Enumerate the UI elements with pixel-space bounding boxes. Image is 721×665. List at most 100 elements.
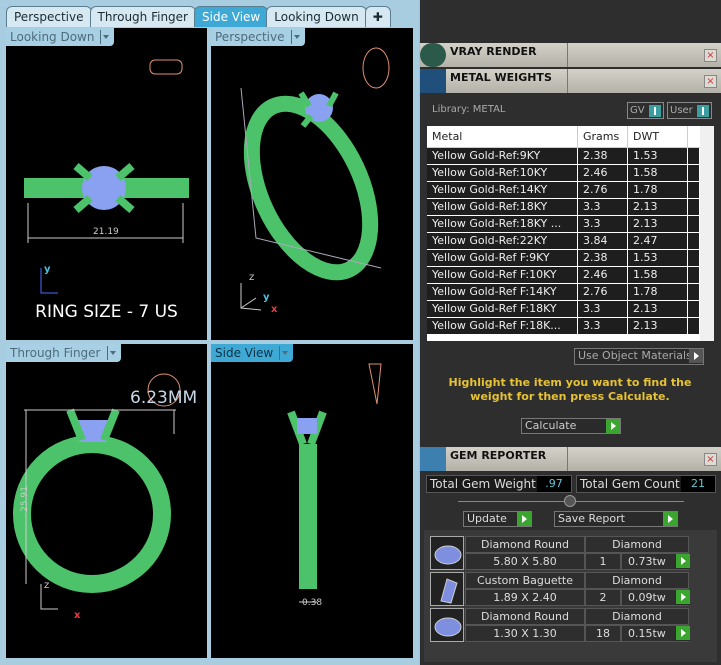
table-row[interactable]: Yellow Gold-Ref F:18K... 3.3 2.13 [427, 318, 714, 335]
viewport-perspective[interactable]: y z x Perspective [211, 28, 413, 340]
table-cell [688, 284, 700, 300]
viewport-label-dropdown[interactable]: Side View [211, 344, 294, 362]
panel-title: VRAY RENDER [446, 43, 568, 67]
gem-item[interactable]: Custom Baguette Diamond 1.89 X 2.40 2 0.… [430, 572, 690, 606]
button-label: Update [467, 512, 507, 525]
axis-y-label: y [44, 264, 51, 275]
table-cell: Yellow Gold-Ref:14KY [427, 182, 578, 198]
table-cell [688, 318, 700, 334]
calculate-button[interactable]: Calculate [521, 418, 621, 434]
total-gem-weight: Total Gem Weight .97 [426, 475, 572, 493]
table-row[interactable]: Yellow Gold-Ref:18KY 3.3 2.13 [427, 199, 714, 216]
gem-shape: Diamond Round [465, 608, 585, 625]
total-gem-count: Total Gem Count 21 [576, 475, 716, 493]
viewport-label: Through Finger [10, 346, 101, 360]
table-cell: Yellow Gold-Ref F:18KY [427, 301, 578, 317]
table-row[interactable]: Yellow Gold-Ref:22KY 3.84 2.47 [427, 233, 714, 250]
tab-side-view[interactable]: Side View [194, 6, 269, 27]
table-row[interactable]: Yellow Gold-Ref F:9KY 2.38 1.53 [427, 250, 714, 267]
viewport-label-dropdown[interactable]: Through Finger [6, 344, 121, 362]
table-cell [688, 267, 700, 283]
table-row[interactable]: Yellow Gold-Ref F:10KY 2.46 1.58 [427, 267, 714, 284]
tab-looking-down[interactable]: Looking Down [266, 6, 367, 27]
table-cell: 1.58 [628, 267, 688, 283]
table-cell: 1.78 [628, 284, 688, 300]
table-cell: 1.53 [628, 250, 688, 266]
table-row[interactable]: Yellow Gold-Ref:14KY 2.76 1.78 [427, 182, 714, 199]
total-gem-weight-value: .97 [537, 476, 571, 492]
table-cell: 2.13 [628, 199, 688, 215]
metal-weights-panel-header[interactable]: METAL WEIGHTS × [420, 69, 721, 93]
axis-x-label: x [271, 304, 278, 315]
table-row[interactable]: Yellow Gold-Ref:10KY 2.46 1.58 [427, 165, 714, 182]
gem-reporter-panel-header[interactable]: GEM REPORTER × [420, 447, 721, 471]
table-cell [688, 165, 700, 181]
table-cell: 2.13 [628, 318, 688, 334]
axis-x-label: x [74, 610, 81, 621]
panel-title: GEM REPORTER [446, 447, 568, 471]
button-label: Save Report [558, 512, 625, 525]
gv-toggle[interactable]: GV [627, 102, 664, 119]
table-cell: 2.76 [578, 182, 628, 198]
chevron-down-icon [106, 346, 117, 360]
close-icon[interactable]: × [704, 75, 717, 88]
tab-perspective[interactable]: Perspective [6, 6, 92, 27]
column-header-metal[interactable]: Metal [427, 126, 578, 147]
user-toggle[interactable]: User [667, 102, 712, 119]
play-icon [663, 512, 677, 526]
use-object-materials-toggle[interactable]: Use Object Materials [574, 348, 704, 365]
viewport-label: Looking Down [10, 30, 95, 44]
viewport-through-finger[interactable]: 6.23MM 25.91 z x Through Finger [6, 344, 207, 658]
viewport-label: Side View [215, 346, 274, 360]
toggle-label: Use Object Materials [578, 349, 692, 362]
chevron-down-icon [100, 30, 110, 44]
stat-label: Total Gem Count [580, 477, 680, 491]
gem-select-button[interactable] [675, 626, 690, 641]
gem-shape: Diamond Round [465, 536, 585, 553]
table-cell: 3.3 [578, 199, 628, 215]
table-header: Metal Grams DWT [427, 126, 714, 148]
table-cell: Yellow Gold-Ref F:14KY [427, 284, 578, 300]
gem-select-button[interactable] [675, 590, 690, 605]
stone-size-caption: 6.23MM [130, 388, 198, 408]
play-icon [676, 554, 690, 568]
gem-report-icon [420, 447, 446, 471]
close-icon[interactable]: × [704, 49, 717, 62]
save-report-button[interactable]: Save Report [554, 511, 678, 527]
viewport-label-dropdown[interactable]: Looking Down [6, 28, 115, 46]
table-cell: 2.13 [628, 301, 688, 317]
update-button[interactable]: Update [463, 511, 532, 527]
scale-icon [420, 69, 446, 93]
library-label: Library: METAL [432, 104, 506, 115]
gem-item[interactable]: Diamond Round Diamond 1.30 X 1.30 18 0.1… [430, 608, 690, 642]
gem-item[interactable]: Diamond Round Diamond 5.80 X 5.80 1 0.73… [430, 536, 690, 570]
table-cell: Yellow Gold-Ref:9KY [427, 148, 578, 164]
viewport-looking-down[interactable]: 21.19 y RING SIZE - 7 US Looking Down [6, 28, 207, 340]
tab-through-finger[interactable]: Through Finger [89, 6, 196, 27]
vray-render-panel-header[interactable]: VRAY RENDER × [420, 43, 721, 67]
add-tab-button[interactable]: ✚ [364, 6, 391, 27]
gem-type: Diamond [585, 536, 689, 553]
button-label: Calculate [525, 419, 577, 432]
vray-icon [420, 43, 446, 67]
round-gem-icon [430, 608, 464, 642]
table-cell: 2.38 [578, 250, 628, 266]
gem-size: 5.80 X 5.80 [465, 553, 585, 570]
close-icon[interactable]: × [704, 453, 717, 466]
gem-select-button[interactable] [675, 554, 690, 569]
table-row[interactable]: Yellow Gold-Ref F:18KY 3.3 2.13 [427, 301, 714, 318]
column-header-dwt[interactable]: DWT [628, 126, 688, 147]
table-scrollbar[interactable] [700, 126, 714, 341]
viewport-label-dropdown[interactable]: Perspective [211, 28, 305, 46]
table-row[interactable]: Yellow Gold-Ref F:14KY 2.76 1.78 [427, 284, 714, 301]
viewport-side-view[interactable]: 0.38 Side View [211, 344, 413, 658]
stat-label: Total Gem Weight [430, 477, 536, 491]
baguette-gem-icon [430, 572, 464, 606]
user-label: User [670, 105, 693, 116]
play-icon [606, 419, 620, 433]
collapse-toggle[interactable] [564, 495, 576, 507]
table-row[interactable]: Yellow Gold-Ref:9KY 2.38 1.53 [427, 148, 714, 165]
table-row[interactable]: Yellow Gold-Ref:18KY ... 3.3 2.13 [427, 216, 714, 233]
table-cell: 1.53 [628, 148, 688, 164]
column-header-grams[interactable]: Grams [578, 126, 628, 147]
